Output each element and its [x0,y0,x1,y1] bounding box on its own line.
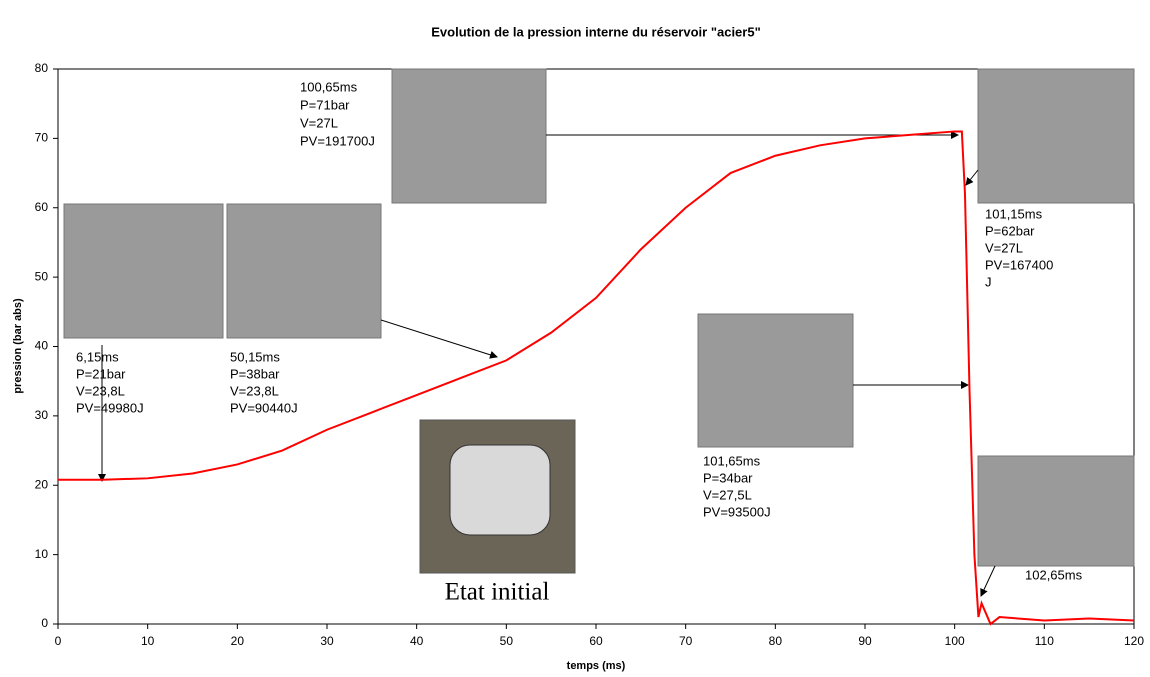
photo [977,455,1135,567]
x-tick-label: 70 [679,634,693,648]
annotation: V=23,8L [76,383,125,398]
x-tick-label: 10 [141,634,155,648]
annotation: 102,65ms [1025,567,1083,582]
photo [697,313,854,448]
x-tick-label: 100 [945,634,965,648]
annotation: 101,65ms [703,453,761,468]
plot-frame [57,68,1135,625]
x-tick-label: 110 [1035,634,1054,648]
y-tick-label: 30 [35,408,49,422]
annotation: P=34bar [703,470,753,485]
x-tick-label: 40 [410,634,424,648]
arrow [380,319,498,359]
annotation: 101,15ms [985,206,1043,221]
photos [63,68,1135,574]
y-tick-label: 20 [35,477,49,491]
annotation: 50,15ms [230,349,280,364]
annotation: PV=167400 [985,257,1053,272]
photo [63,203,224,339]
annotation: P=38bar [230,366,280,381]
y-tick-label: 70 [35,131,49,145]
y-tick-label: 40 [35,339,49,353]
arrows [98,131,996,597]
annotation: 100,65ms [300,79,358,94]
annotation: PV=49980J [76,400,144,415]
x-tick-label: 30 [320,634,334,648]
annotation: PV=90440J [230,400,298,415]
annotation: PV=191700J [300,133,375,148]
annotation: P=71bar [300,97,350,112]
annotation: 6,15ms [76,349,119,364]
annotation: V=27L [985,240,1023,255]
x-axis-label: temps (ms) [567,660,626,672]
caption: Etat initial [445,579,550,606]
y-axis-label: pression (bar abs) [12,298,24,394]
photo [977,68,1135,204]
x-tick-label: 20 [231,634,245,648]
annotation: P=62bar [985,223,1035,238]
annotation: V=23,8L [230,383,279,398]
y-tick-label: 60 [35,200,49,214]
y-tick-label: 10 [35,547,49,561]
line-series [58,130,1135,626]
y-tick-label: 0 [41,616,48,630]
annotation: P=21bar [76,366,126,381]
x-tick-label: 0 [55,634,62,648]
chart-title: Evolution de la pression interne du rése… [431,24,761,39]
photo-tank [449,444,551,536]
annotation: V=27L [300,115,338,130]
annotation: PV=93500J [703,504,771,519]
arrow [980,565,996,597]
x-tick-label: 50 [500,634,514,648]
annotation: V=27,5L [703,487,752,502]
x-tick-label: 120 [1124,634,1144,648]
photo [391,68,547,204]
x-tick-label: 60 [589,634,603,648]
y-tick-label: 80 [35,61,49,75]
x-tick-label: 80 [769,634,783,648]
annotation: J [985,274,992,289]
y-tick-label: 50 [35,269,49,283]
arrow [965,169,979,186]
photo [226,203,382,339]
x-tick-label: 90 [858,634,872,648]
